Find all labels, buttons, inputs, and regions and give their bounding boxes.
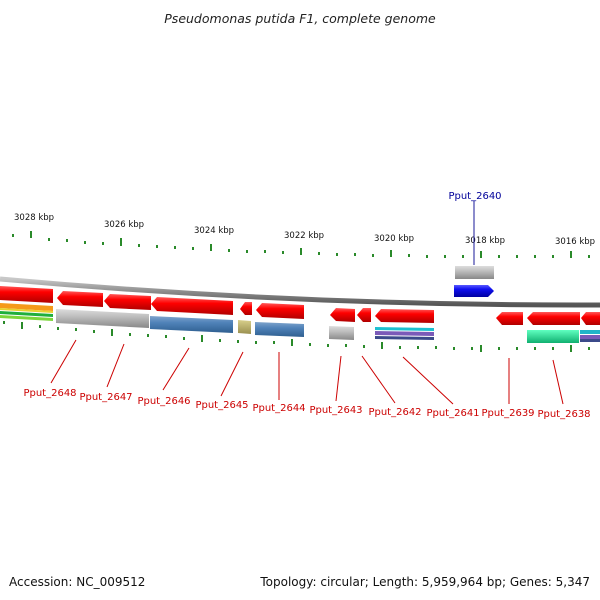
genome-backbone <box>0 276 600 308</box>
feature-lime[interactable] <box>0 315 53 321</box>
feature-mint[interactable] <box>527 330 579 343</box>
gene-arrow-reverse[interactable] <box>104 294 151 310</box>
scale-tick-label: 3022 kbp <box>284 231 324 241</box>
forward-strand-track <box>454 266 494 297</box>
gene-label-pput-2646[interactable]: Pput_2646 <box>137 396 190 407</box>
feature-slate[interactable] <box>375 336 434 340</box>
gene-label-pput-2644[interactable]: Pput_2644 <box>252 403 305 414</box>
gene-label-pput-2638[interactable]: Pput_2638 <box>537 409 590 420</box>
feature-slate[interactable] <box>580 339 600 342</box>
scale-tick-label: 3016 kbp <box>555 237 595 247</box>
gene-arrow-reverse[interactable] <box>375 309 434 323</box>
gene-arrow-forward[interactable] <box>454 285 494 297</box>
feature-grey[interactable] <box>329 326 354 340</box>
feature-track <box>0 303 600 343</box>
gene-arrow-reverse[interactable] <box>256 303 304 319</box>
feature-grey[interactable] <box>56 309 149 328</box>
feature-cyan[interactable] <box>375 327 434 331</box>
leader-line <box>361 355 396 404</box>
gene-arrow-reverse[interactable] <box>330 308 355 322</box>
feature-steel[interactable] <box>255 322 304 337</box>
scale-tick-label: 3024 kbp <box>194 226 234 236</box>
leader-line <box>220 351 244 397</box>
genome-summary-text: Topology: circular; Length: 5,959,964 bp… <box>259 575 590 589</box>
gene-arrow-reverse[interactable] <box>0 286 53 303</box>
label-leader-lines <box>50 201 564 405</box>
leader-line <box>552 359 564 405</box>
gene-label-pput-2642[interactable]: Pput_2642 <box>368 407 421 418</box>
feature-olive[interactable] <box>238 320 251 334</box>
leader-line <box>335 355 342 402</box>
scale-tick-label: 3020 kbp <box>374 234 414 244</box>
gene-label-pput-2643[interactable]: Pput_2643 <box>309 405 362 416</box>
gene-arrow-reverse[interactable] <box>581 312 600 325</box>
scale-tick-label: 3028 kbp <box>14 213 54 223</box>
gene-label-group: Pput_2640 Pput_2648 Pput_2647 Pput_2646 … <box>23 191 590 420</box>
leader-line <box>50 339 77 384</box>
gene-label-pput-2648[interactable]: Pput_2648 <box>23 388 76 399</box>
outer-tick-row <box>12 231 590 258</box>
feature-steel[interactable] <box>150 316 233 333</box>
gene-label-pput-2645[interactable]: Pput_2645 <box>195 400 248 411</box>
gene-label-pput-2639[interactable]: Pput_2639 <box>481 408 534 419</box>
leader-line <box>106 343 125 388</box>
scale-tick-label: 3026 kbp <box>104 220 144 230</box>
feature-green[interactable] <box>0 311 53 317</box>
scale-tick-label: 3018 kbp <box>465 236 505 246</box>
gene-arrow-reverse[interactable] <box>357 308 371 322</box>
gene-label-pput-2640[interactable]: Pput_2640 <box>448 191 501 202</box>
accession-text: Accession: NC_009512 <box>9 575 145 589</box>
feature-violet[interactable] <box>375 331 434 336</box>
gene-arrow-reverse[interactable] <box>527 312 580 325</box>
gene-label-pput-2647[interactable]: Pput_2647 <box>79 392 132 403</box>
feature-violet[interactable] <box>580 335 600 339</box>
feature-teal[interactable] <box>580 330 600 334</box>
gene-label-pput-2641[interactable]: Pput_2641 <box>426 408 479 419</box>
gene-arrow-reverse[interactable] <box>240 302 252 315</box>
reverse-strand-track <box>0 286 600 325</box>
inner-tick-row <box>3 321 590 352</box>
gene-feature-grey[interactable] <box>455 266 494 279</box>
feature-orange[interactable] <box>0 303 53 311</box>
leader-line <box>402 356 454 405</box>
gene-arrow-reverse[interactable] <box>496 312 523 325</box>
leader-line <box>162 347 190 391</box>
gene-arrow-reverse[interactable] <box>151 297 233 315</box>
feature-yellow[interactable] <box>0 308 53 313</box>
map-title: Pseudomonas putida F1, complete genome <box>164 11 436 26</box>
gene-arrow-reverse[interactable] <box>57 291 103 307</box>
